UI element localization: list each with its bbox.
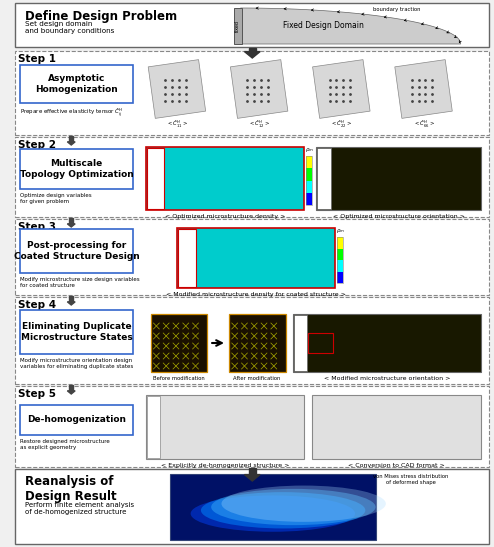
FancyBboxPatch shape xyxy=(234,8,242,44)
FancyBboxPatch shape xyxy=(294,315,307,371)
Text: Eliminating Duplicate
Microstructure States: Eliminating Duplicate Microstructure Sta… xyxy=(21,322,132,342)
FancyBboxPatch shape xyxy=(177,228,335,288)
Text: boundary traction: boundary traction xyxy=(373,7,421,12)
Text: < Optimized microstructure density >: < Optimized microstructure density > xyxy=(165,214,285,219)
Polygon shape xyxy=(70,385,73,391)
FancyBboxPatch shape xyxy=(230,60,288,118)
Text: Define Design Problem: Define Design Problem xyxy=(25,10,177,23)
Text: $\rho_{m}$: $\rho_{m}$ xyxy=(304,146,314,154)
FancyBboxPatch shape xyxy=(317,148,330,209)
Text: von Mises stress distribution
of deformed shape: von Mises stress distribution of deforme… xyxy=(373,474,449,485)
FancyBboxPatch shape xyxy=(15,3,489,47)
FancyBboxPatch shape xyxy=(147,148,164,209)
Text: Step 4: Step 4 xyxy=(18,300,56,310)
Text: De-homogenization: De-homogenization xyxy=(27,416,126,424)
FancyBboxPatch shape xyxy=(20,405,133,435)
Text: Step 2: Step 2 xyxy=(18,140,56,150)
Ellipse shape xyxy=(191,496,355,532)
Polygon shape xyxy=(67,302,75,305)
FancyBboxPatch shape xyxy=(229,314,286,372)
Text: Restore designed microstructure
as explicit geometry: Restore designed microstructure as expli… xyxy=(20,439,110,450)
Polygon shape xyxy=(70,296,73,302)
Ellipse shape xyxy=(211,489,375,525)
Text: Fixed Design Domain: Fixed Design Domain xyxy=(283,21,364,31)
Text: fixed: fixed xyxy=(235,20,240,32)
FancyBboxPatch shape xyxy=(20,149,133,189)
Text: $<\hat{C}^{H}_{11}>$: $<\hat{C}^{H}_{11}>$ xyxy=(166,119,188,130)
FancyBboxPatch shape xyxy=(146,395,304,459)
Text: Reanalysis of
Design Result: Reanalysis of Design Result xyxy=(25,475,117,503)
Text: Optimize design variables
for given problem: Optimize design variables for given prob… xyxy=(20,193,92,204)
FancyBboxPatch shape xyxy=(15,51,489,135)
Text: < Modified microstructure density for coated structure >: < Modified microstructure density for co… xyxy=(166,292,346,297)
FancyBboxPatch shape xyxy=(306,192,312,205)
FancyBboxPatch shape xyxy=(313,60,370,118)
Text: Modify microstructure size design variables
for coated structure: Modify microstructure size design variab… xyxy=(20,277,140,288)
FancyBboxPatch shape xyxy=(15,137,489,217)
Text: Modify microstructure orientation design
variables for eliminating duplicate sta: Modify microstructure orientation design… xyxy=(20,358,133,369)
Polygon shape xyxy=(245,475,260,481)
Text: < Explicitly de-homogenized structure >: < Explicitly de-homogenized structure > xyxy=(161,463,289,468)
Text: $\rho_{m}$: $\rho_{m}$ xyxy=(336,227,345,235)
FancyBboxPatch shape xyxy=(395,60,453,118)
Text: < Optimized microstructure orientation >: < Optimized microstructure orientation > xyxy=(332,214,464,219)
Text: Multiscale
Topology Optimization: Multiscale Topology Optimization xyxy=(20,159,133,179)
FancyBboxPatch shape xyxy=(20,310,133,354)
Polygon shape xyxy=(70,218,73,224)
Polygon shape xyxy=(67,142,75,145)
Polygon shape xyxy=(67,391,75,394)
Text: $<\hat{C}^{H}_{66}>$: $<\hat{C}^{H}_{66}>$ xyxy=(412,119,435,130)
FancyBboxPatch shape xyxy=(306,168,312,181)
FancyBboxPatch shape xyxy=(146,147,304,210)
FancyBboxPatch shape xyxy=(316,147,481,210)
FancyBboxPatch shape xyxy=(15,386,489,467)
FancyBboxPatch shape xyxy=(170,474,375,540)
Text: $<\hat{C}^{H}_{12}>$: $<\hat{C}^{H}_{12}>$ xyxy=(248,119,270,130)
Text: Set design domain
and boundary conditions: Set design domain and boundary condition… xyxy=(25,21,115,34)
FancyBboxPatch shape xyxy=(306,155,312,168)
Polygon shape xyxy=(70,136,73,142)
Text: < Conversion to CAD format >: < Conversion to CAD format > xyxy=(348,463,445,468)
Text: < Modified microstructure orientation >: < Modified microstructure orientation > xyxy=(324,376,451,381)
Text: Before modification: Before modification xyxy=(153,376,205,381)
FancyBboxPatch shape xyxy=(15,297,489,384)
Text: Step 5: Step 5 xyxy=(18,389,56,399)
FancyBboxPatch shape xyxy=(293,314,481,372)
Text: Step 3: Step 3 xyxy=(18,222,56,232)
Text: $<\hat{C}^{H}_{22}>$: $<\hat{C}^{H}_{22}>$ xyxy=(330,119,352,130)
Text: Prepare effective elasticity tensor $\hat{C}^{H}_{ij}$: Prepare effective elasticity tensor $\ha… xyxy=(20,107,124,119)
Text: Post-processing for
Coated Structure Design: Post-processing for Coated Structure Des… xyxy=(14,241,139,261)
FancyBboxPatch shape xyxy=(337,236,343,248)
FancyBboxPatch shape xyxy=(306,180,312,193)
FancyBboxPatch shape xyxy=(20,65,133,103)
Text: After modification: After modification xyxy=(234,376,281,381)
FancyBboxPatch shape xyxy=(151,314,207,372)
Polygon shape xyxy=(249,468,256,475)
Polygon shape xyxy=(245,51,260,58)
FancyBboxPatch shape xyxy=(337,271,343,283)
Polygon shape xyxy=(67,224,75,227)
FancyBboxPatch shape xyxy=(15,469,489,544)
Polygon shape xyxy=(249,48,256,51)
Text: Asymptotic
Homogenization: Asymptotic Homogenization xyxy=(35,74,118,94)
FancyBboxPatch shape xyxy=(20,229,133,273)
FancyBboxPatch shape xyxy=(337,248,343,260)
Ellipse shape xyxy=(201,492,365,528)
FancyBboxPatch shape xyxy=(178,229,196,287)
FancyBboxPatch shape xyxy=(147,396,160,458)
Ellipse shape xyxy=(221,486,386,522)
Polygon shape xyxy=(241,8,461,44)
Text: Step 1: Step 1 xyxy=(18,54,56,64)
Text: Perform finite element analysis
of de-homogenized structure: Perform finite element analysis of de-ho… xyxy=(25,502,134,515)
FancyBboxPatch shape xyxy=(148,60,206,118)
FancyBboxPatch shape xyxy=(337,259,343,271)
FancyBboxPatch shape xyxy=(312,395,481,459)
FancyBboxPatch shape xyxy=(15,219,489,295)
